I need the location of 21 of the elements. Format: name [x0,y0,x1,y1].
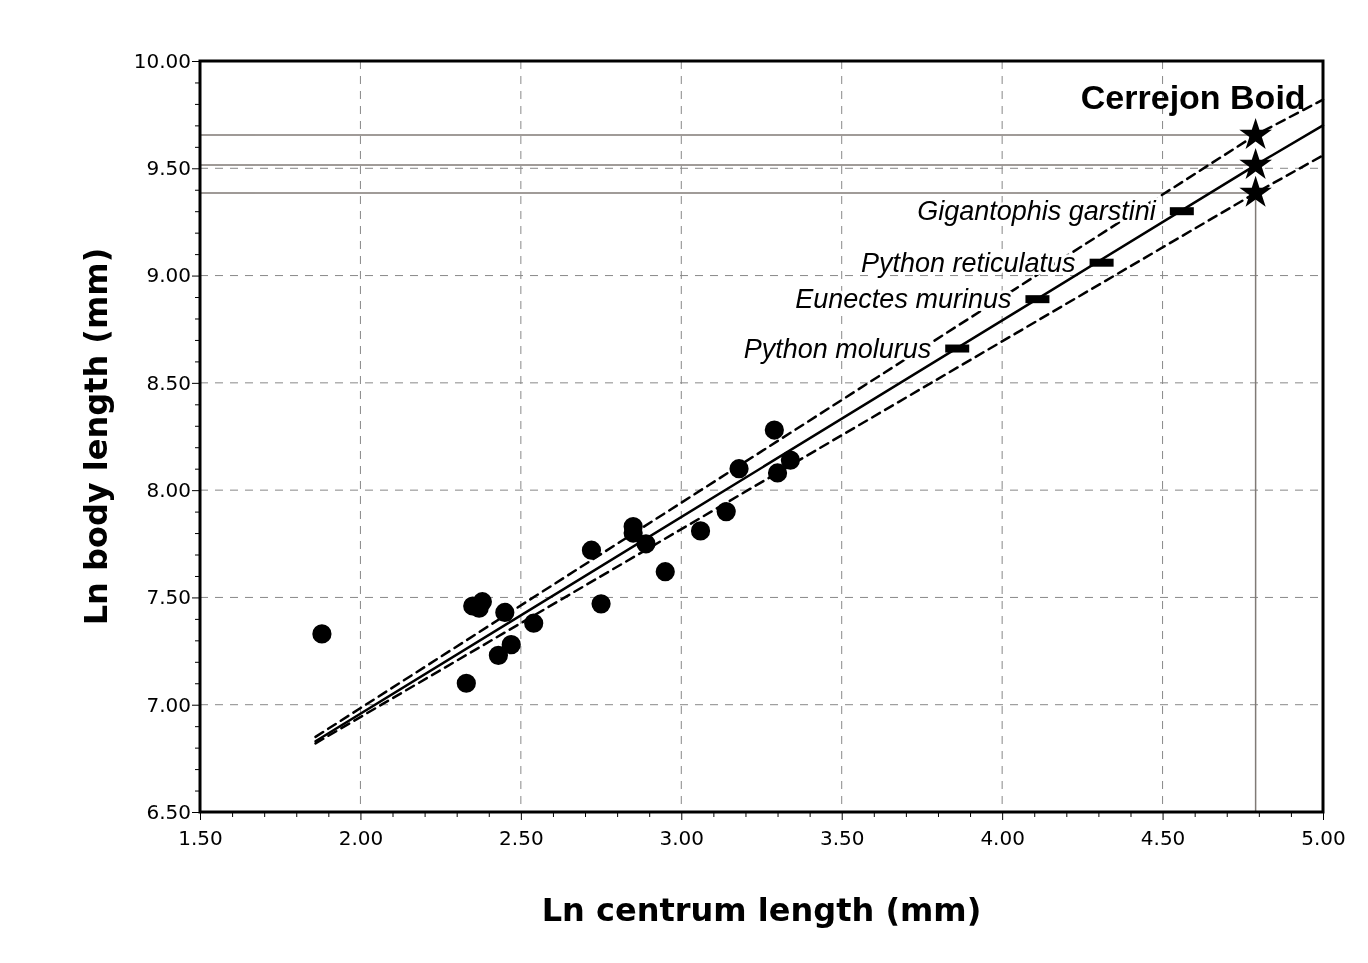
x-tick-label: 4.50 [1140,826,1186,850]
x-tick-label: 5.00 [1301,826,1346,850]
y-tick-label: 10.00 [133,48,191,73]
x-tick-label: 3.00 [659,826,705,850]
x-tick-label: 2.00 [338,826,384,850]
y-tick-label: 8.00 [146,478,191,503]
annotation: Cerrejon Boid [1080,78,1306,117]
y-tick-label: 9.00 [146,263,191,288]
y-tick-label: 6.50 [146,799,191,824]
x-tick-label: 1.50 [178,826,223,850]
x-tick-label: 2.50 [499,826,544,850]
y-tick-label: 8.50 [146,370,191,395]
x-axis-title: Ln centrum length (mm) [541,891,982,929]
x-tick-label: 3.50 [819,826,865,850]
y-tick-label: 9.50 [146,156,191,181]
annotation: Eunectes murinus [795,284,1012,315]
annotation: Python reticulatus [860,247,1076,278]
y-axis-title: Ln body length (mm) [77,247,115,626]
y-tick-label: 7.50 [146,585,191,610]
x-tick-label: 4.00 [980,826,1025,850]
y-tick-label: 7.00 [146,692,191,717]
